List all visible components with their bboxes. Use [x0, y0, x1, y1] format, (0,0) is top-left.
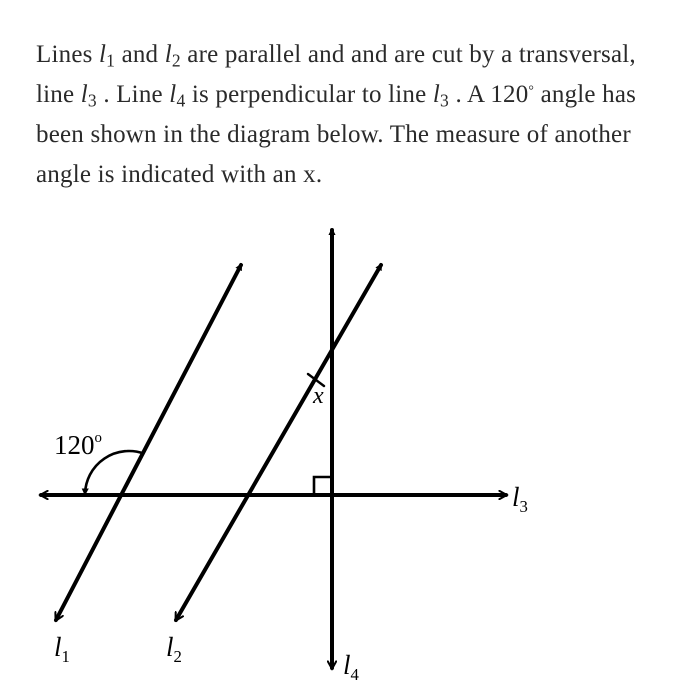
page-root: Lines l1 and l2 are parallel and and are… — [0, 0, 693, 694]
angle-value: 120° — [490, 81, 534, 108]
line-ref-l1: l1 — [99, 41, 115, 68]
geometry-diagram: 120o x l1 l2 l3 l4 — [36, 220, 546, 680]
label-l2: l2 — [166, 632, 182, 666]
right-angle-mark — [314, 477, 332, 495]
label-x: x — [312, 383, 324, 409]
text-fragment: is perpendicular to line — [192, 81, 433, 108]
label-120deg: 120o — [54, 430, 102, 460]
label-l4: l4 — [343, 650, 360, 680]
label-l3: l3 — [512, 482, 528, 516]
line-ref-l2: l2 — [165, 41, 181, 68]
problem-statement: Lines l1 and l2 are parallel and and are… — [36, 35, 657, 195]
text-fragment: . Line — [103, 81, 169, 108]
text-fragment: Lines — [36, 41, 99, 68]
text-fragment: . A — [455, 81, 490, 108]
text-fragment: and — [122, 41, 165, 68]
question-text: What is the measure of x? — [36, 687, 657, 694]
diagram-container: 120o x l1 l2 l3 l4 — [36, 220, 657, 685]
label-l1: l1 — [54, 632, 70, 666]
line-l2 — [176, 265, 381, 620]
line-ref-l3b: l3 — [433, 81, 449, 108]
line-ref-l3: l3 — [81, 81, 97, 108]
line-ref-l4: l4 — [169, 81, 185, 108]
